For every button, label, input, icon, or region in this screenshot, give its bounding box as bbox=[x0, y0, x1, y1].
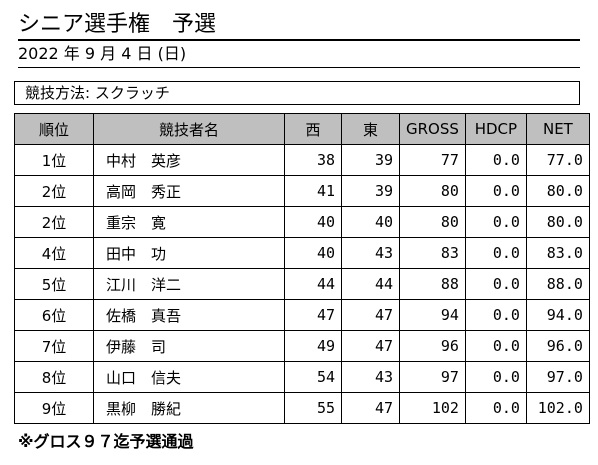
table-cell: 5位 bbox=[14, 268, 94, 300]
column-header: 東 bbox=[341, 113, 400, 145]
table-cell: 0.0 bbox=[464, 299, 527, 331]
table-cell: 山口 信夫 bbox=[93, 361, 285, 393]
table-cell: 39 bbox=[341, 175, 400, 207]
table-cell: 40 bbox=[341, 206, 400, 238]
table-row: 2位 重宗 寛 40 40 80 0.0 80.0 bbox=[14, 206, 590, 238]
table-cell: 0.0 bbox=[464, 144, 527, 176]
table-cell: 38 bbox=[284, 144, 342, 176]
table-cell: 伊藤 司 bbox=[93, 330, 285, 362]
table-cell: 88 bbox=[399, 268, 466, 300]
table-cell: 88.0 bbox=[525, 268, 590, 300]
table-row: 4位 田中 功 40 43 83 0.0 83.0 bbox=[14, 237, 590, 269]
table-row: 1位 中村 英彦 38 39 77 0.0 77.0 bbox=[14, 144, 590, 176]
table-cell: 2位 bbox=[14, 206, 94, 238]
note: ※グロス９７迄予選通過 bbox=[18, 432, 194, 451]
table-cell: 94 bbox=[399, 299, 466, 331]
table-row: 2位 高岡 秀正 41 39 80 0.0 80.0 bbox=[14, 175, 590, 207]
table-cell: 47 bbox=[341, 392, 400, 424]
column-header: 競技者名 bbox=[93, 113, 285, 145]
table-cell: 中村 英彦 bbox=[93, 144, 285, 176]
table-cell: 96 bbox=[399, 330, 466, 362]
table-cell: 80.0 bbox=[525, 175, 590, 207]
table-cell: 0.0 bbox=[464, 268, 527, 300]
table-cell: 9位 bbox=[14, 392, 94, 424]
table-cell: 0.0 bbox=[464, 237, 527, 269]
table-cell: 80 bbox=[399, 206, 466, 238]
table-cell: 83.0 bbox=[525, 237, 590, 269]
column-header: 順位 bbox=[14, 113, 94, 145]
table-cell: 80 bbox=[399, 175, 466, 207]
table-cell: 佐橋 真吾 bbox=[93, 299, 285, 331]
table-row: 5位 江川 洋二 44 44 88 0.0 88.0 bbox=[14, 268, 590, 300]
table-cell: 77.0 bbox=[525, 144, 590, 176]
table-cell: 0.0 bbox=[464, 330, 527, 362]
table-cell: 83 bbox=[399, 237, 466, 269]
table-cell: 重宗 寛 bbox=[93, 206, 285, 238]
table-cell: 96.0 bbox=[525, 330, 590, 362]
table-cell: 44 bbox=[284, 268, 342, 300]
table-cell: 40 bbox=[284, 206, 342, 238]
results-table: 順位 競技者名西東 GROSS HDCP NET 1位 中村 英彦 38 39 77 0.0 77.0… bbox=[14, 113, 590, 424]
table-cell: 2位 bbox=[14, 175, 94, 207]
table-row: 7位 伊藤 司 49 47 96 0.0 96.0 bbox=[14, 330, 590, 362]
table-cell: 40 bbox=[284, 237, 342, 269]
table-cell: 55 bbox=[284, 392, 342, 424]
table-cell: 54 bbox=[284, 361, 342, 393]
table-cell: 39 bbox=[341, 144, 400, 176]
table-row: 8位 山口 信夫 54 43 97 0.0 97.0 bbox=[14, 361, 590, 393]
date: 2022 年 9 月 4 日 (日) bbox=[18, 40, 580, 68]
table-cell: 江川 洋二 bbox=[93, 268, 285, 300]
table-cell: 黒柳 勝紀 bbox=[93, 392, 285, 424]
table-cell: 8位 bbox=[14, 361, 94, 393]
table-cell: 田中 功 bbox=[93, 237, 285, 269]
table-cell: 43 bbox=[341, 361, 400, 393]
table-cell: 41 bbox=[284, 175, 342, 207]
table-cell: 49 bbox=[284, 330, 342, 362]
table-cell: 44 bbox=[341, 268, 400, 300]
method: 競技方法: スクラッチ bbox=[14, 81, 580, 105]
column-header: NET bbox=[525, 113, 590, 145]
table-row: 6位 佐橋 真吾 47 47 94 0.0 94.0 bbox=[14, 299, 590, 331]
column-header: HDCP bbox=[464, 113, 527, 145]
table-cell: 47 bbox=[341, 330, 400, 362]
header-row: 順位 競技者名西東 GROSS HDCP NET bbox=[14, 113, 590, 145]
table-cell: 80.0 bbox=[525, 206, 590, 238]
table-cell: 7位 bbox=[14, 330, 94, 362]
column-header: 西 bbox=[284, 113, 342, 145]
table-cell: 1位 bbox=[14, 144, 94, 176]
table-cell: 47 bbox=[341, 299, 400, 331]
table-cell: 97 bbox=[399, 361, 466, 393]
table-cell: 6位 bbox=[14, 299, 94, 331]
table-cell: 0.0 bbox=[464, 175, 527, 207]
table-cell: 97.0 bbox=[525, 361, 590, 393]
table-cell: 77 bbox=[399, 144, 466, 176]
table-cell: 43 bbox=[341, 237, 400, 269]
table-cell: 94.0 bbox=[525, 299, 590, 331]
table-cell: 0.0 bbox=[464, 392, 527, 424]
table-cell: 4位 bbox=[14, 237, 94, 269]
table-cell: 0.0 bbox=[464, 206, 527, 238]
title: シニア選手権 予選 bbox=[18, 6, 580, 41]
column-header: GROSS bbox=[399, 113, 466, 145]
table-cell: 102 bbox=[399, 392, 466, 424]
table-cell: 0.0 bbox=[464, 361, 527, 393]
table-cell: 高岡 秀正 bbox=[93, 175, 285, 207]
table-row: 9位 黒柳 勝紀 55 47 102 0.0 102.0 bbox=[14, 392, 590, 424]
table-cell: 102.0 bbox=[525, 392, 590, 424]
table-cell: 47 bbox=[284, 299, 342, 331]
